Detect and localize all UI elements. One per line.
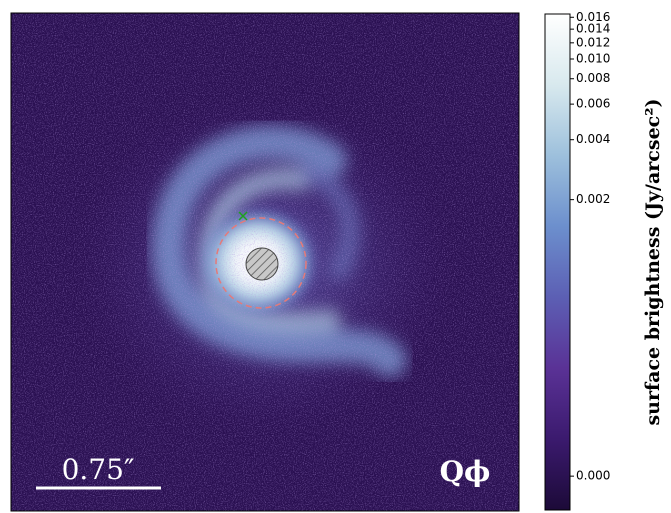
dashed-ring bbox=[215, 217, 307, 309]
panel-label: Qϕ bbox=[440, 455, 491, 488]
scale-label: 0.75″ bbox=[62, 453, 135, 486]
image-frame bbox=[10, 12, 520, 512]
y-tick-label: 0.004 bbox=[576, 132, 610, 146]
y-tick-label: 0.012 bbox=[576, 35, 610, 49]
colorbar bbox=[544, 13, 571, 511]
y-tick-label: 0.010 bbox=[576, 51, 610, 65]
marker bbox=[238, 211, 248, 221]
y-tick-label: 0.002 bbox=[576, 192, 610, 206]
image: 0.75″ Qϕ bbox=[11, 13, 519, 511]
y-tick-label: 0.014 bbox=[576, 22, 610, 36]
y-tick-label: 0.006 bbox=[576, 97, 610, 111]
y-tick-label: 0.008 bbox=[576, 71, 610, 85]
y-tick-label: 0.000 bbox=[576, 469, 610, 483]
colorbar-label: surface brightness (Jy/arcsec²) bbox=[642, 98, 664, 425]
y-tick-label: 0.016 bbox=[576, 10, 610, 24]
coronagraph-mask bbox=[245, 247, 279, 281]
